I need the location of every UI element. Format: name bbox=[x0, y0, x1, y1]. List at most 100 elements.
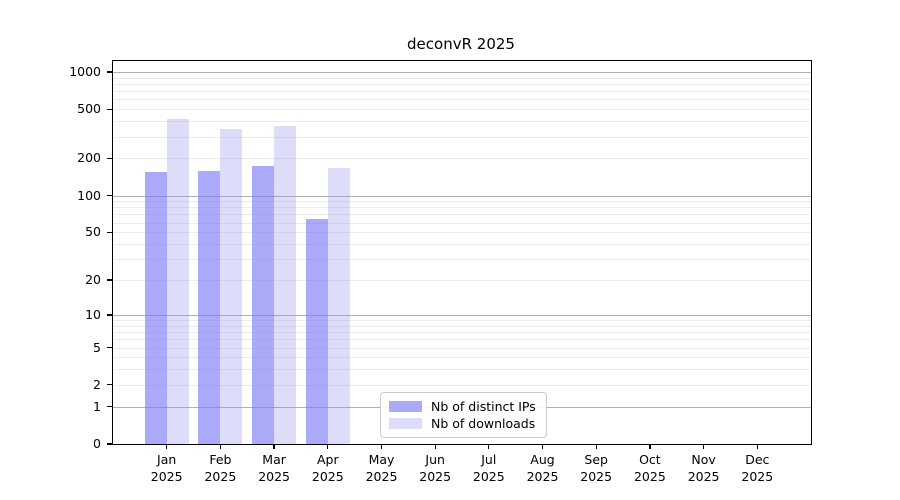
gridline-minor bbox=[113, 280, 811, 281]
x-tick-year: 2025 bbox=[258, 468, 290, 484]
legend-item: Nb of distinct IPs bbox=[389, 398, 538, 415]
gridline-minor bbox=[113, 99, 811, 101]
x-tick-year: 2025 bbox=[204, 468, 237, 484]
gridline-minor bbox=[113, 136, 811, 138]
bar-distinct-ips bbox=[144, 172, 167, 444]
y-tick-mark bbox=[106, 231, 112, 233]
y-tick-label: 1000 bbox=[69, 63, 101, 79]
bar-downloads bbox=[274, 126, 297, 444]
x-tick-label: Nov 2025 bbox=[672, 452, 736, 485]
gridline-minor bbox=[113, 222, 811, 224]
x-tick-year: 2025 bbox=[741, 468, 774, 484]
y-tick-label: 100 bbox=[77, 187, 101, 203]
x-tick-label: Dec 2025 bbox=[725, 452, 789, 485]
x-tick-year: 2025 bbox=[419, 468, 452, 484]
legend-swatch-distinct-ips-icon bbox=[389, 401, 422, 412]
x-tick-label: Aug 2025 bbox=[511, 452, 575, 485]
x-tick-label: May 2025 bbox=[350, 452, 414, 485]
gridline-minor bbox=[113, 244, 811, 245]
x-tick-month: Apr bbox=[316, 452, 339, 467]
gridline-minor bbox=[113, 384, 811, 386]
bar-downloads bbox=[166, 118, 189, 444]
gridline-minor bbox=[113, 339, 811, 341]
x-tick-mark bbox=[541, 444, 544, 449]
gridline-minor bbox=[113, 320, 811, 321]
legend-label-downloads: Nb of downloads bbox=[431, 416, 536, 431]
x-tick-label: Jul 2025 bbox=[457, 452, 521, 485]
x-tick-mark bbox=[649, 444, 651, 449]
x-tick-month: Nov bbox=[691, 452, 716, 467]
gridline-minor bbox=[113, 332, 811, 333]
gridline-minor bbox=[113, 77, 811, 79]
x-tick-label: Feb 2025 bbox=[188, 452, 252, 485]
legend-item: Nb of downloads bbox=[389, 415, 538, 432]
x-tick-month: Aug bbox=[530, 452, 555, 467]
x-tick-month: Mar bbox=[262, 452, 286, 467]
y-tick-mark bbox=[106, 194, 112, 197]
gridline-minor bbox=[113, 201, 811, 203]
gridline-minor bbox=[113, 325, 811, 327]
x-tick-mark bbox=[756, 444, 758, 449]
x-tick-label: Jan 2025 bbox=[135, 452, 199, 485]
y-tick-mark bbox=[106, 314, 112, 316]
y-tick-mark bbox=[106, 443, 112, 445]
gridline-major bbox=[113, 314, 811, 316]
y-tick-label: 20 bbox=[85, 272, 101, 287]
legend-label-distinct-ips: Nb of distinct IPs bbox=[431, 399, 536, 414]
x-tick-year: 2025 bbox=[472, 468, 505, 484]
y-tick-label: 1 bbox=[93, 398, 101, 414]
bar-distinct-ips bbox=[198, 171, 221, 444]
y-tick-mark bbox=[106, 384, 112, 386]
x-tick-mark bbox=[273, 444, 275, 449]
plot-area: 1000 500 200 100 50 20 10 5 2 1 0 Jan 2025 Feb 2025 Mar… bbox=[69, 60, 812, 484]
y-tick-label: 0 bbox=[93, 436, 101, 451]
gridline-minor bbox=[113, 259, 811, 261]
x-tick-year: 2025 bbox=[526, 468, 559, 484]
gridline-minor bbox=[113, 83, 811, 85]
gridline-minor bbox=[113, 109, 811, 111]
gridline-minor bbox=[113, 347, 811, 349]
x-tick-mark bbox=[434, 444, 436, 449]
x-tick-year: 2025 bbox=[311, 468, 344, 484]
y-tick-mark bbox=[106, 346, 112, 349]
x-tick-year: 2025 bbox=[150, 468, 183, 484]
legend: Nb of distinct IPs Nb of downloads bbox=[380, 392, 547, 438]
y-tick-label: 500 bbox=[77, 101, 101, 117]
x-tick-month: May bbox=[368, 452, 395, 467]
y-tick-mark bbox=[106, 406, 112, 408]
y-tick-mark bbox=[106, 279, 112, 281]
x-tick-year: 2025 bbox=[365, 468, 398, 484]
gridline-minor bbox=[113, 214, 811, 216]
bar-downloads bbox=[220, 129, 243, 444]
gridline-major bbox=[113, 195, 811, 197]
x-tick-mark bbox=[327, 444, 329, 449]
x-tick-label: Sep 2025 bbox=[564, 452, 628, 485]
bar-distinct-ips bbox=[252, 165, 275, 444]
chart-title: deconvR 2025 bbox=[407, 35, 515, 53]
bar-distinct-ips bbox=[305, 219, 328, 444]
gridline-major bbox=[113, 71, 811, 73]
x-tick-mark bbox=[166, 444, 168, 449]
gridline-minor bbox=[113, 158, 811, 160]
gridline-minor bbox=[113, 369, 811, 371]
y-tick-label: 10 bbox=[85, 306, 101, 322]
x-tick-label: Apr 2025 bbox=[296, 452, 360, 485]
y-tick-mark bbox=[106, 71, 112, 73]
gridline-minor bbox=[113, 91, 811, 93]
gridline-minor bbox=[113, 207, 811, 209]
x-tick-year: 2025 bbox=[580, 468, 613, 484]
y-tick-label: 2 bbox=[93, 376, 101, 392]
x-tick-month: Jan bbox=[157, 452, 177, 467]
y-tick-mark bbox=[106, 157, 112, 160]
x-tick-mark bbox=[488, 444, 490, 449]
gridline-minor bbox=[113, 121, 811, 123]
x-tick-mark bbox=[219, 444, 222, 449]
x-tick-label: Jun 2025 bbox=[403, 452, 467, 485]
x-tick-month: Dec bbox=[745, 452, 770, 467]
bar-downloads bbox=[327, 167, 350, 444]
x-tick-mark bbox=[595, 444, 597, 449]
x-tick-month: Oct bbox=[639, 452, 661, 467]
x-tick-mark bbox=[702, 444, 705, 449]
y-tick-label: 5 bbox=[93, 339, 101, 355]
